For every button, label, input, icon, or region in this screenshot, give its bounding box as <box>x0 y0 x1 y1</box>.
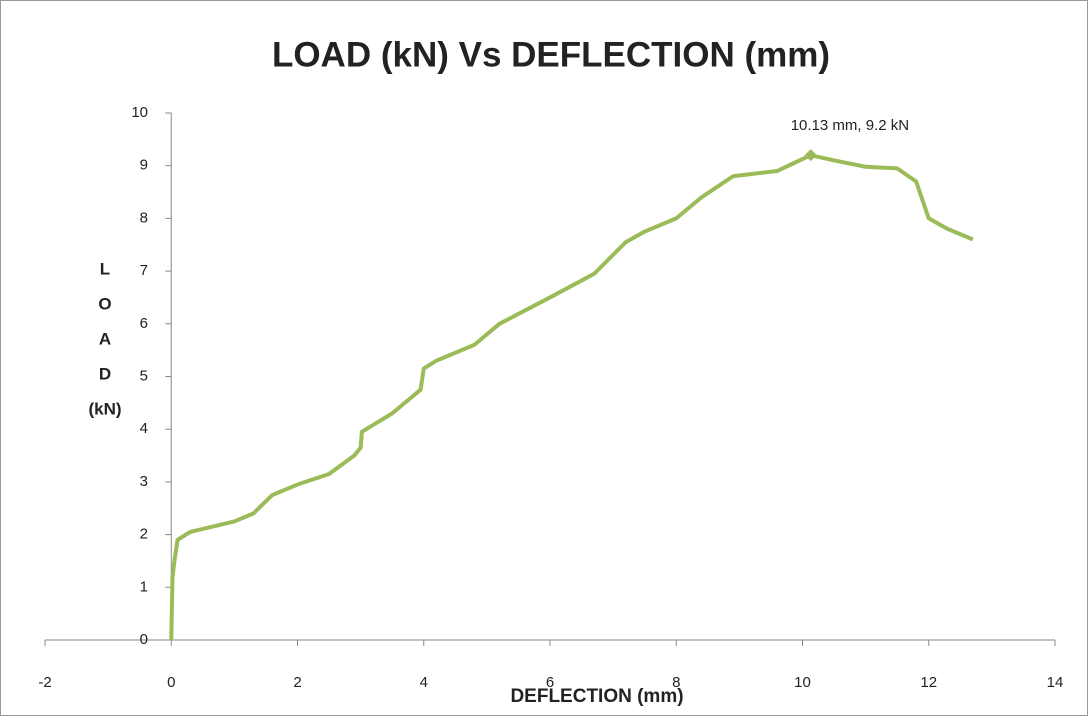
y-tick-label: 8 <box>140 209 148 226</box>
y-axis-label: A <box>99 329 111 348</box>
x-tick-label: 14 <box>1047 674 1064 691</box>
y-tick-label: 9 <box>140 157 148 174</box>
y-tick-label: 1 <box>140 578 148 595</box>
y-tick-label: 2 <box>140 526 148 543</box>
chart-title: LOAD (kN) Vs DEFLECTION (mm) <box>272 35 830 74</box>
annotation-label: 10.13 mm, 9.2 kN <box>791 117 909 134</box>
y-tick-label: 10 <box>131 104 148 121</box>
y-tick-label: 7 <box>140 262 148 279</box>
y-axis-label: L <box>100 259 110 278</box>
y-axis-label: D <box>99 364 111 383</box>
x-tick-label: 6 <box>546 674 554 691</box>
x-tick-label: 8 <box>672 674 680 691</box>
data-line <box>169 153 974 641</box>
y-tick-label: 0 <box>140 631 148 648</box>
y-axis-label: (kN) <box>88 399 121 418</box>
y-axis-label: O <box>98 294 111 313</box>
x-tick-label: 4 <box>420 674 428 691</box>
y-tick-label: 4 <box>140 420 148 437</box>
x-tick-label: 10 <box>794 674 811 691</box>
x-tick-label: -2 <box>38 674 51 691</box>
annotation-marker <box>804 149 817 162</box>
y-tick-label: 6 <box>140 315 148 332</box>
x-axis-label: DEFLECTION (mm) <box>510 686 683 707</box>
x-tick-label: 2 <box>293 674 301 691</box>
x-tick-label: 0 <box>167 674 175 691</box>
x-tick-label: 12 <box>920 674 937 691</box>
y-tick-label: 5 <box>140 367 148 384</box>
y-tick-label: 3 <box>140 473 148 490</box>
